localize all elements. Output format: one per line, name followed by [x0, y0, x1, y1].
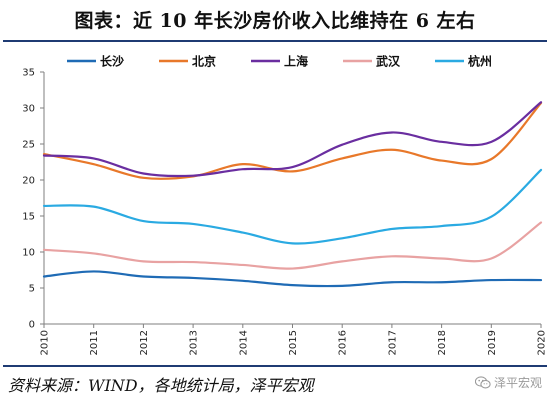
series-line-4 — [42, 221, 543, 270]
x-tick-label: 2012 — [139, 330, 150, 355]
y-axis: 0 5 10 15 20 25 30 35 — [22, 68, 45, 331]
watermark-text: 泽平宏观 — [493, 376, 542, 390]
legend-label: 武汉 — [376, 54, 401, 69]
series-line-5 — [42, 168, 543, 245]
x-tick-label: 2010 — [40, 330, 51, 355]
y-tick-label: 25 — [22, 140, 35, 151]
bottom-divider — [3, 365, 547, 367]
y-tick-label: 10 — [22, 248, 35, 259]
legend: 长沙 北京 上海 武汉 杭州 — [67, 54, 492, 69]
series-line-3 — [42, 101, 543, 178]
x-tick-label: 2011 — [89, 330, 100, 355]
legend-label: 杭州 — [468, 54, 492, 69]
y-tick-label: 20 — [22, 176, 35, 187]
legend-label: 长沙 — [100, 54, 124, 69]
series-line-1 — [42, 270, 543, 288]
wechat-icon — [474, 376, 491, 389]
y-tick-label: 30 — [22, 104, 35, 115]
x-tick-label: 2015 — [288, 330, 299, 355]
y-tick-label: 15 — [22, 212, 35, 223]
x-tick-label: 2013 — [189, 330, 200, 355]
top-divider — [3, 40, 547, 42]
y-tick-label: 0 — [29, 320, 35, 331]
legend-label: 北京 — [192, 54, 216, 69]
x-tick-label: 2017 — [387, 330, 398, 355]
y-tick-label: 5 — [29, 284, 35, 295]
series-line-2 — [42, 101, 543, 180]
x-tick-label: 2016 — [338, 330, 349, 355]
x-tick-label: 2020 — [537, 330, 548, 355]
watermark: 泽平宏观 — [474, 374, 542, 391]
series-lines — [42, 101, 543, 288]
x-tick-label: 2014 — [238, 330, 249, 355]
source-note: 资料来源：WIND，各地统计局，泽平宏观 — [8, 376, 314, 395]
y-tick-label: 35 — [22, 68, 35, 79]
legend-label: 上海 — [284, 54, 308, 69]
chart-title: 图表：近 10 年长沙房价收入比维持在 6 左右 — [74, 10, 476, 32]
x-tick-label: 2018 — [437, 330, 448, 355]
x-axis: 2010 2011 2012 2013 2014 2015 2016 2017 2018 2019… — [40, 323, 548, 355]
x-tick-label: 2019 — [487, 330, 498, 355]
